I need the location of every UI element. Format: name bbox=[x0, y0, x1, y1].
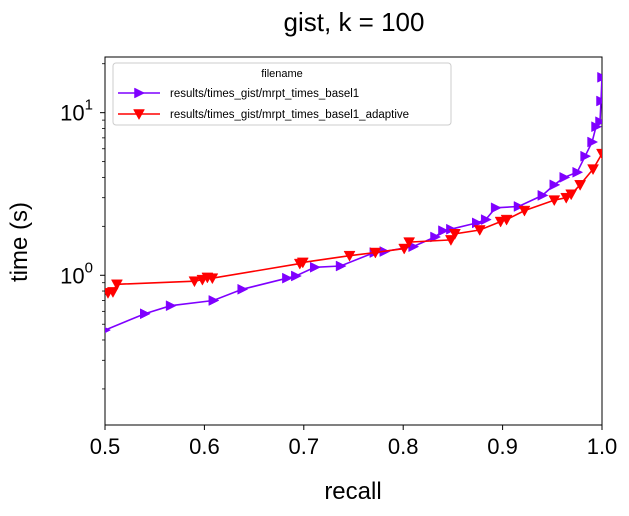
series-point bbox=[580, 150, 592, 162]
series-point bbox=[282, 272, 293, 284]
series-point bbox=[565, 189, 578, 201]
series-point bbox=[430, 231, 442, 243]
series-point bbox=[490, 202, 502, 214]
x-tick-label: 0.9 bbox=[487, 434, 518, 459]
series-point bbox=[296, 257, 309, 269]
series-point bbox=[549, 179, 561, 191]
series-point bbox=[140, 308, 151, 320]
series-point bbox=[111, 279, 123, 291]
legend: filename results/times_gist/mrpt_times_ba… bbox=[112, 62, 452, 126]
series-point bbox=[237, 283, 249, 295]
x-tick-label: 0.6 bbox=[189, 434, 220, 459]
series-point bbox=[105, 327, 112, 334]
x-tick-label: 1.0 bbox=[587, 434, 618, 459]
plot-area: 0.5 0.6 0.7 0.8 0.9 1.0 100 101 bbox=[60, 56, 618, 459]
series-line bbox=[107, 153, 602, 294]
legend-marker bbox=[133, 109, 145, 121]
series-point bbox=[291, 270, 302, 282]
series-point bbox=[208, 295, 220, 306]
series-point bbox=[403, 237, 416, 249]
series-point bbox=[480, 214, 492, 226]
legend-title: filename bbox=[261, 68, 303, 80]
x-tick-label: 0.7 bbox=[289, 434, 320, 459]
legend-box bbox=[112, 62, 452, 126]
series-point bbox=[188, 276, 201, 288]
series-point bbox=[500, 214, 513, 226]
series-point bbox=[597, 71, 602, 83]
series-point bbox=[518, 205, 531, 217]
series-point bbox=[448, 229, 461, 240]
series-point bbox=[587, 136, 599, 148]
chart-title: gist, k = 100 bbox=[284, 7, 425, 37]
series-point bbox=[574, 180, 587, 191]
series-point bbox=[548, 195, 561, 207]
legend-entry-label: results/times_gist/mrpt_times_basel1 bbox=[170, 88, 359, 100]
series-point bbox=[444, 235, 457, 246]
series-point bbox=[369, 247, 382, 259]
series-point bbox=[335, 260, 347, 272]
legend-marker bbox=[134, 87, 146, 99]
series-point bbox=[398, 243, 411, 255]
series-point bbox=[596, 148, 602, 160]
series-point bbox=[165, 300, 177, 312]
x-axis-label: recall bbox=[324, 478, 381, 505]
series-point bbox=[438, 225, 450, 237]
series-2 bbox=[105, 148, 602, 299]
x-tick-label: 0.8 bbox=[388, 434, 419, 459]
series-point bbox=[587, 164, 599, 176]
series-group bbox=[105, 71, 602, 334]
series-point bbox=[559, 171, 571, 183]
series-point bbox=[473, 225, 486, 236]
legend-entry-label: results/times_gist/mrpt_times_basel1_ada… bbox=[170, 109, 409, 121]
plot-frame bbox=[104, 56, 603, 426]
series-point bbox=[107, 287, 119, 298]
series-point bbox=[595, 116, 602, 128]
series-point bbox=[596, 95, 602, 107]
series-point bbox=[537, 189, 549, 201]
series-point bbox=[343, 250, 356, 262]
series-point bbox=[309, 261, 321, 273]
y-axis-label: time (s) bbox=[6, 202, 33, 282]
x-tick-label: 0.5 bbox=[90, 434, 121, 459]
series-point bbox=[206, 273, 219, 285]
y-tick-label: 100 bbox=[60, 259, 93, 288]
series-point bbox=[572, 166, 584, 178]
y-tick-label: 101 bbox=[60, 97, 93, 126]
